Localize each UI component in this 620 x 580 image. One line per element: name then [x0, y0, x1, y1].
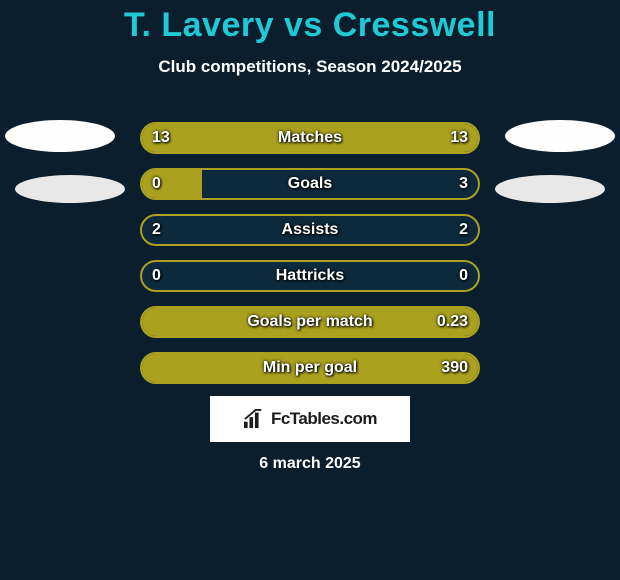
stat-row: 13Matches13 [140, 122, 480, 154]
stat-label: Min per goal [142, 354, 478, 382]
page-title: T. Lavery vs Cresswell [0, 6, 620, 45]
player-left-avatar-1 [5, 120, 115, 152]
stat-value-right: 13 [450, 124, 468, 152]
player-left-avatar-2 [15, 175, 125, 203]
player-right-avatar-1 [505, 120, 615, 152]
stat-label: Goals per match [142, 308, 478, 336]
stat-value-right: 0 [459, 262, 468, 290]
player-right-avatar-2 [495, 175, 605, 203]
logo-text: FcTables.com [271, 409, 377, 429]
stat-row: 0Goals3 [140, 168, 480, 200]
stat-row: 0Hattricks0 [140, 260, 480, 292]
stat-row: 2Assists2 [140, 214, 480, 246]
stat-label: Goals [142, 170, 478, 198]
fctables-logo-icon [243, 409, 265, 429]
stat-label: Matches [142, 124, 478, 152]
comparison-rows: 13Matches130Goals32Assists20Hattricks0Go… [140, 122, 480, 398]
stat-label: Hattricks [142, 262, 478, 290]
stat-value-right: 390 [441, 354, 468, 382]
page-subtitle: Club competitions, Season 2024/2025 [0, 57, 620, 77]
stat-value-right: 2 [459, 216, 468, 244]
stat-row: Min per goal390 [140, 352, 480, 384]
stat-value-right: 3 [459, 170, 468, 198]
comparison-card: T. Lavery vs Cresswell Club competitions… [0, 0, 620, 580]
date-label: 6 march 2025 [0, 455, 620, 473]
stat-row: Goals per match0.23 [140, 306, 480, 338]
logo-box: FcTables.com [210, 396, 410, 442]
stat-label: Assists [142, 216, 478, 244]
stat-value-right: 0.23 [437, 308, 468, 336]
